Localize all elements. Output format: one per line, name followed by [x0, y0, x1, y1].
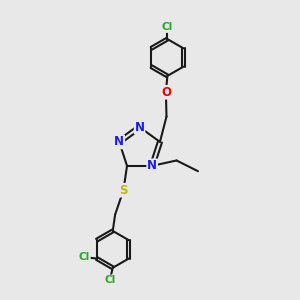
Text: Cl: Cl	[104, 275, 116, 285]
Text: N: N	[114, 135, 124, 148]
Text: Cl: Cl	[79, 252, 90, 262]
Text: S: S	[119, 184, 128, 197]
Text: N: N	[135, 121, 145, 134]
Text: O: O	[161, 86, 171, 99]
Text: N: N	[147, 159, 157, 172]
Text: Cl: Cl	[162, 22, 173, 32]
